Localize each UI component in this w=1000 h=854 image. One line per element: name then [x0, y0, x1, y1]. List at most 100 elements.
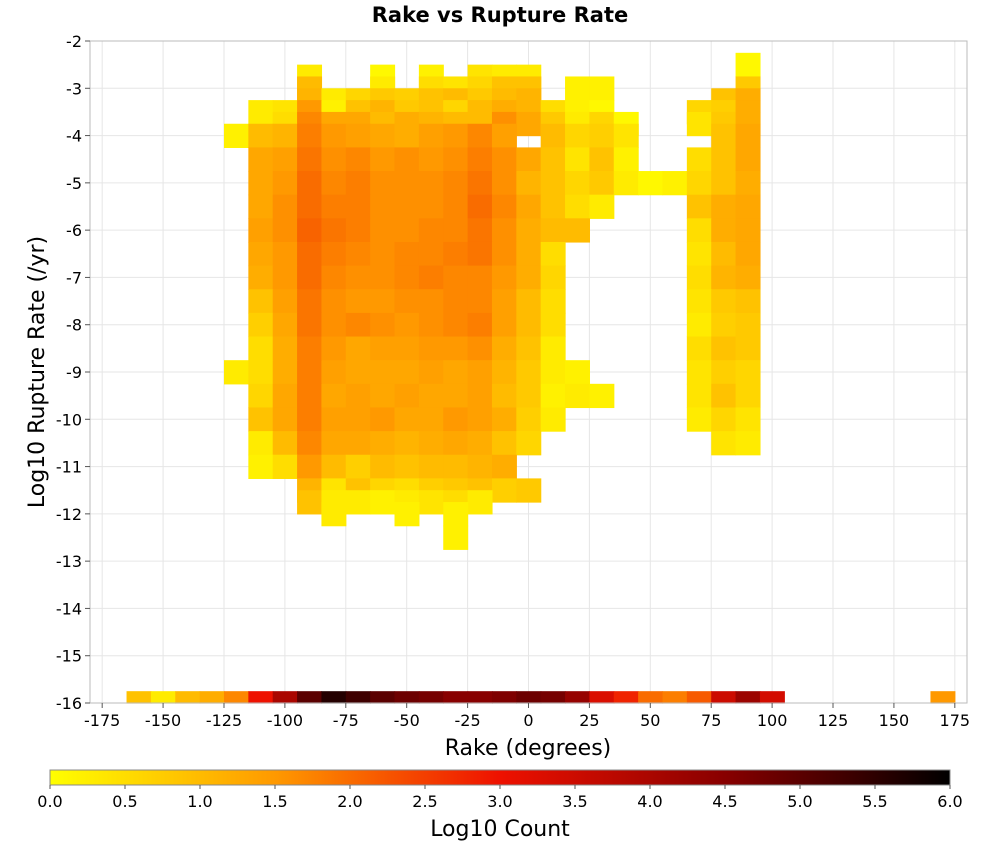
- heatmap-cell: [565, 76, 590, 101]
- heatmap-cell: [735, 52, 761, 78]
- heatmap-cell: [418, 312, 444, 338]
- heatmap-cell: [589, 171, 615, 196]
- heatmap-cell: [491, 336, 517, 361]
- x-tick-label: 50: [640, 711, 660, 730]
- heatmap-cell: [345, 265, 371, 290]
- heatmap-cell: [735, 312, 761, 338]
- heatmap-cell: [345, 407, 371, 432]
- heatmap-cell: [394, 289, 420, 314]
- heatmap-cell: [516, 360, 542, 385]
- heatmap-cell: [394, 218, 420, 243]
- heatmap-cell: [297, 265, 323, 290]
- heatmap-cell: [370, 123, 396, 148]
- heatmap-cell: [467, 171, 493, 196]
- y-tick-label: -9: [66, 363, 82, 382]
- heatmap-cell: [272, 383, 298, 409]
- heatmap-cell: [540, 691, 566, 704]
- heatmap-cell: [321, 171, 347, 196]
- y-tick-label: -15: [56, 647, 82, 666]
- heatmap-cell: [467, 265, 493, 290]
- heatmap-cell: [370, 194, 396, 219]
- heatmap-cell: [248, 289, 274, 314]
- x-tick-label: 0: [523, 711, 533, 730]
- heatmap-cell: [540, 265, 566, 290]
- heatmap-cell: [175, 691, 201, 704]
- heatmap-cell: [321, 312, 347, 338]
- heatmap-cell: [467, 407, 493, 432]
- heatmap-cell: [418, 691, 444, 704]
- heatmap-cell: [565, 691, 590, 704]
- heatmap-cell: [272, 171, 298, 196]
- heatmap-cell: [686, 111, 712, 137]
- heatmap-cell: [613, 691, 639, 704]
- heatmap-cell: [686, 194, 712, 219]
- heatmap-cell: [297, 194, 323, 219]
- heatmap-cell: [272, 218, 298, 243]
- heatmap-cell: [394, 194, 420, 219]
- heatmap-cell: [443, 265, 469, 290]
- heatmap-cell: [443, 525, 469, 550]
- heatmap-cell: [443, 171, 469, 196]
- heatmap-cell: [272, 147, 298, 172]
- heatmap-cell: [467, 147, 493, 172]
- heatmap-cell: [686, 241, 712, 267]
- heatmap-cell: [516, 241, 542, 267]
- heatmap-cell: [735, 431, 761, 456]
- heatmap-cell: [418, 431, 444, 456]
- heatmap-cell: [467, 490, 493, 515]
- heatmap-cell: [345, 454, 371, 479]
- heatmap-cell: [394, 312, 420, 338]
- heatmap-cell: [491, 312, 517, 338]
- x-axis-label: Rake (degrees): [445, 736, 612, 761]
- heatmap-cell: [370, 454, 396, 479]
- heatmap-cell: [248, 218, 274, 243]
- heatmap-cell: [248, 100, 274, 125]
- heatmap-cell: [516, 407, 542, 432]
- heatmap-cell: [686, 171, 712, 196]
- x-tick-label: -100: [267, 711, 303, 730]
- heatmap-cell: [370, 383, 396, 409]
- y-tick-label: -12: [56, 505, 82, 524]
- heatmap-cell: [589, 383, 615, 409]
- heatmap-cell: [735, 147, 761, 172]
- heatmap-cell: [297, 490, 323, 515]
- heatmap-cell: [297, 312, 323, 338]
- heatmap-cell: [735, 407, 761, 432]
- y-tick-label: -7: [66, 268, 82, 287]
- colorbar-tick-label: 2.5: [412, 792, 437, 811]
- heatmap-cell: [443, 289, 469, 314]
- heatmap-cell: [516, 312, 542, 338]
- heatmap-cell: [662, 691, 688, 704]
- heatmap-cell: [711, 407, 737, 432]
- heatmap-cell: [394, 431, 420, 456]
- heatmap-cell: [491, 383, 517, 409]
- heatmap-cell: [248, 383, 274, 409]
- heatmap-cell: [370, 241, 396, 267]
- heatmap-cell: [248, 360, 274, 385]
- heatmap-cell: [345, 218, 371, 243]
- colorbar-tick-label: 0.0: [37, 792, 62, 811]
- heatmap-cell: [735, 289, 761, 314]
- heatmap-cell: [638, 691, 664, 704]
- heatmap-cell: [297, 218, 323, 243]
- x-tick-label: -25: [455, 711, 481, 730]
- heatmap-cell: [321, 147, 347, 172]
- heatmap-cell: [540, 360, 566, 385]
- y-tick-label: -16: [56, 694, 82, 713]
- heatmap-cell: [321, 241, 347, 267]
- heatmap-cell: [272, 241, 298, 267]
- heatmap-cell: [516, 194, 542, 219]
- heatmap-cell: [321, 431, 347, 456]
- heatmap-cell: [686, 407, 712, 432]
- heatmap-cell: [613, 171, 639, 196]
- heatmap-cell: [491, 478, 517, 503]
- heatmap-cell: [248, 312, 274, 338]
- heatmap-cell: [443, 502, 469, 527]
- y-tick-label: -11: [56, 458, 82, 477]
- y-tick-label: -5: [66, 174, 82, 193]
- heatmap-cell: [418, 407, 444, 432]
- heatmap-cell: [467, 123, 493, 148]
- heatmap-cell: [394, 241, 420, 267]
- heatmap-cell: [345, 336, 371, 361]
- heatmap-cell: [297, 123, 323, 148]
